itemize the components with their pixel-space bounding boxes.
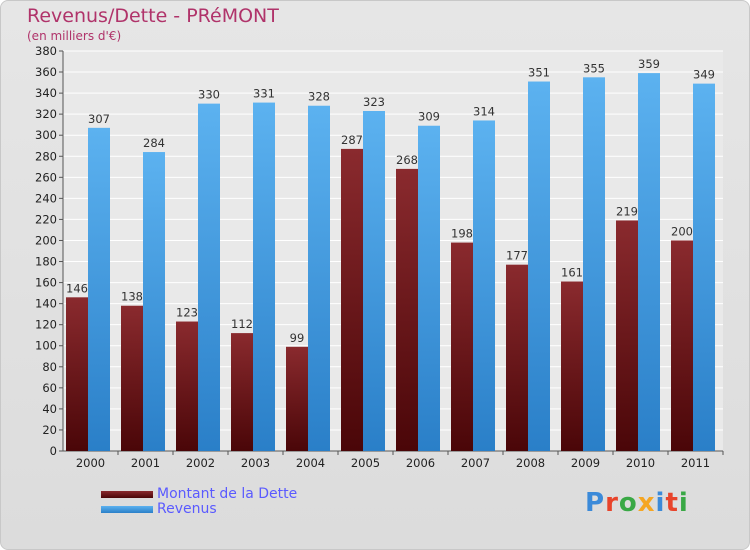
bar-dette-2002 (176, 321, 198, 451)
data-label: 331 (253, 87, 275, 101)
data-label: 330 (198, 88, 220, 102)
y-tick-label: 260 (35, 170, 57, 184)
data-label: 138 (121, 290, 143, 304)
y-tick-label: 320 (35, 107, 57, 121)
y-tick-label: 120 (35, 318, 57, 332)
y-tick-label: 380 (35, 44, 57, 58)
data-label: 307 (88, 112, 110, 126)
bar-revenus-2000 (88, 127, 110, 451)
chart-title: Revenus/Dette - PRéMONT (27, 5, 279, 27)
data-label: 268 (396, 153, 418, 167)
y-tick-label: 200 (35, 233, 57, 247)
bar-revenus-2002 (198, 103, 220, 451)
bar-revenus-2004 (308, 105, 330, 451)
x-tick-label: 2011 (681, 456, 710, 470)
data-label: 200 (671, 224, 693, 238)
bar-revenus-2007 (473, 120, 495, 451)
bar-dette-2008 (506, 264, 528, 451)
legend-swatch-debt (101, 491, 153, 498)
data-label: 112 (231, 317, 253, 331)
bar-dette-2004 (286, 346, 308, 451)
data-label: 219 (616, 204, 638, 218)
plot-area (63, 51, 723, 451)
bar-dette-2010 (616, 220, 638, 451)
data-label: 314 (473, 104, 495, 118)
bar-revenus-2011 (693, 83, 715, 451)
y-tick-label: 100 (35, 339, 57, 353)
brand-logo: Proxiti (585, 488, 689, 518)
data-label: 177 (506, 249, 528, 263)
y-tick-label: 40 (42, 402, 57, 416)
bar-revenus-2008 (528, 81, 550, 452)
x-tick-label: 2004 (296, 456, 325, 470)
data-label: 309 (418, 110, 440, 124)
x-tick-label: 2000 (76, 456, 105, 470)
y-tick-label: 0 (50, 444, 57, 458)
data-label: 359 (638, 57, 660, 71)
y-tick-label: 60 (42, 381, 57, 395)
bar-dette-2001 (121, 305, 143, 451)
bar-revenus-2005 (363, 111, 385, 451)
y-tick-label: 240 (35, 191, 57, 205)
y-tick-label: 340 (35, 86, 57, 100)
data-label: 161 (561, 266, 583, 280)
x-tick-label: 2007 (461, 456, 490, 470)
data-label: 287 (341, 133, 363, 147)
x-tick-label: 2005 (351, 456, 380, 470)
bar-revenus-2009 (583, 77, 605, 451)
x-tick-label: 2003 (241, 456, 270, 470)
data-label: 349 (693, 68, 715, 82)
y-tick-label: 220 (35, 212, 57, 226)
data-label: 284 (143, 136, 165, 150)
x-tick-label: 2010 (626, 456, 655, 470)
data-label: 351 (528, 66, 550, 80)
y-tick-label: 140 (35, 297, 57, 311)
bar-dette-2007 (451, 242, 473, 451)
bar-revenus-2006 (418, 125, 440, 451)
legend-label-debt: Montant de la Dette (157, 486, 298, 502)
x-tick-label: 2006 (406, 456, 435, 470)
data-label: 328 (308, 90, 330, 104)
y-tick-label: 280 (35, 149, 57, 163)
axes: 0 20 40 60 80 100 120 140 160 180 200 220 240 260 280 3… (35, 44, 724, 470)
bar-dette-2009 (561, 281, 583, 451)
data-labels: 146 307 138 284 123 330 112 331 99 328 287 323 268 30… (66, 57, 715, 345)
x-tick-label: 2002 (186, 456, 215, 470)
y-tick-label: 80 (42, 360, 57, 374)
bar-revenus-2001 (143, 152, 165, 452)
x-tick-label: 2001 (131, 456, 160, 470)
bar-revenus-2003 (253, 102, 275, 451)
y-tick-label: 20 (42, 423, 57, 437)
data-label: 99 (290, 331, 305, 345)
y-tick-label: 180 (35, 255, 57, 269)
data-label: 198 (451, 227, 473, 241)
gridlines (63, 50, 723, 452)
chart-subtitle: (en milliers d'€) (27, 29, 122, 43)
bars (66, 73, 715, 452)
bar-dette-2006 (396, 168, 418, 452)
bar-dette-2005 (341, 148, 363, 452)
bar-dette-2003 (231, 333, 253, 451)
y-tick-label: 300 (35, 128, 57, 142)
legend-swatch-revenus (101, 506, 153, 513)
data-label: 355 (583, 61, 605, 75)
x-tick-label: 2009 (571, 456, 600, 470)
data-label: 146 (66, 281, 88, 295)
x-tick-label: 2008 (516, 456, 545, 470)
legend-label-revenus: Revenus (157, 501, 217, 517)
data-label: 323 (363, 95, 385, 109)
bar-dette-2000 (66, 297, 88, 451)
bar-revenus-2010 (638, 73, 660, 452)
data-label: 123 (176, 306, 198, 320)
y-tick-label: 160 (35, 276, 57, 290)
y-tick-label: 360 (35, 65, 57, 79)
bar-dette-2011 (671, 240, 693, 451)
